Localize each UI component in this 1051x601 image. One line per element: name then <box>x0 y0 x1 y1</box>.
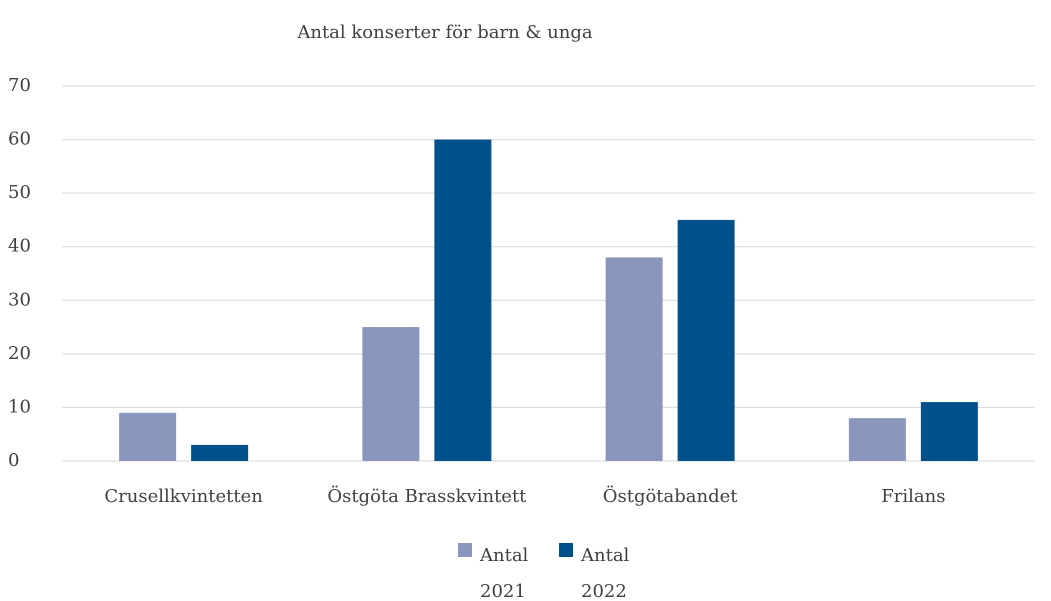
bar <box>434 139 492 462</box>
legend-swatch <box>458 543 472 557</box>
x-tick-label: Crusellkvintetten <box>104 486 263 507</box>
y-tick-label: 30 <box>8 289 31 310</box>
y-tick-label: 70 <box>8 75 31 96</box>
bar <box>920 402 978 461</box>
y-tick-label: 0 <box>8 450 19 471</box>
x-tick-label: Frilans <box>881 486 945 507</box>
bar <box>677 219 735 461</box>
legend-swatch <box>559 543 573 557</box>
y-tick-label: 40 <box>8 236 31 257</box>
legend-item: Antal 2021 <box>458 538 536 601</box>
bar <box>119 412 177 461</box>
x-tick-label: Östgöta Brasskvintett <box>327 484 527 507</box>
legend-item: Antal 2022 <box>559 538 637 601</box>
legend-label: Antal 2022 <box>581 545 630 601</box>
chart-title: Antal konserter för barn & unga <box>296 22 593 43</box>
bar <box>605 257 663 461</box>
bar <box>191 444 249 461</box>
y-tick-label: 60 <box>8 129 31 150</box>
y-tick-label: 50 <box>8 182 31 203</box>
bar <box>848 418 906 461</box>
x-tick-label: Östgötabandet <box>603 484 739 507</box>
legend-label: Antal 2021 <box>480 545 529 601</box>
y-tick-label: 20 <box>8 343 31 364</box>
bar <box>362 327 420 461</box>
y-tick-label: 10 <box>8 396 31 417</box>
